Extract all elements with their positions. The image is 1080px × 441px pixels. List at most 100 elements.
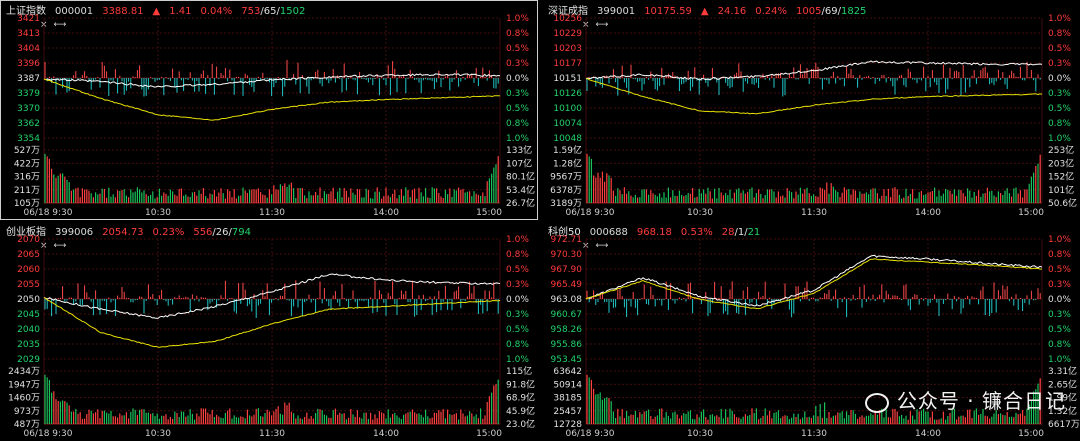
percent-tick-label: 0.0% — [506, 74, 529, 84]
index-price-line — [585, 254, 1043, 307]
up-arrow-icon: ▲ — [152, 6, 161, 17]
percent-tick-label: 0.5% — [506, 265, 529, 275]
price-tick-label: 965.49 — [551, 280, 583, 290]
intraday-chart: 3421 3413 3404 3396 3387 3379 3370 3362 3354 1.0%… — [14, 14, 535, 218]
percent-tick-label: 0.5% — [1048, 325, 1071, 335]
tick-bars — [44, 59, 499, 97]
percent-tick-label: 0.8% — [506, 29, 529, 39]
percent-tick-label: 1.0% — [506, 355, 529, 365]
index-name: 创业板指 — [6, 227, 46, 238]
price-tick-label: 972.71 — [551, 235, 583, 245]
price-tick-label: 3362 — [17, 119, 40, 129]
volume-tick-label: 12728 — [553, 420, 582, 430]
price-tick-label: 10256 — [553, 14, 582, 24]
percent-tick-label: 0.5% — [506, 325, 529, 335]
index-panel-star50[interactable]: 科创50000688968.180.53%28/1/21×⟷972.71970.… — [542, 221, 1080, 441]
price-tick-label: 10074 — [553, 119, 582, 129]
percent-tick-label: 1.0% — [506, 134, 529, 144]
time-tick-label: 10:30 — [687, 208, 713, 218]
volume-tick-label: 6378万 — [550, 186, 582, 196]
percent-tick-label: 0.3% — [1048, 89, 1071, 99]
breadth-separator: / — [260, 6, 264, 17]
up-arrow-icon: ▲ — [700, 6, 709, 17]
index-panel-shanghai[interactable]: 上证指数0000013388.81▲1.410.04%753/65/1502×⟷… — [0, 0, 538, 220]
amount-tick-label: 3.31亿 — [1048, 365, 1077, 377]
price-tick-label: 3413 — [17, 29, 40, 39]
price-tick-label: 960.67 — [551, 310, 583, 320]
expand-icon[interactable]: ⟷ — [595, 20, 609, 30]
percent-tick-label: 0.3% — [1048, 59, 1071, 69]
breadth-up-count: 28 — [721, 227, 735, 238]
expand-icon[interactable]: ⟷ — [53, 20, 67, 30]
amount-tick-label: 45.9亿 — [506, 405, 535, 417]
index-price-line — [43, 73, 501, 88]
percent-tick-label: 0.3% — [506, 280, 529, 290]
market-breadth: 556/26/794 — [193, 227, 251, 238]
price-tick-label: 10048 — [553, 134, 582, 144]
price-tick-label: 10177 — [553, 59, 582, 69]
amount-tick-label: 101亿 — [1048, 184, 1074, 196]
time-tick-label: 11:30 — [801, 429, 827, 439]
time-tick-label: 15:00 — [1018, 429, 1044, 439]
time-tick-label: 06/18 9:30 — [23, 208, 72, 218]
price-tick-label: 10203 — [553, 44, 582, 54]
intraday-chart: 2070 2065 2060 2055 2050 2045 2040 2035 2029 1.0%… — [8, 235, 535, 439]
breadth-separator: / — [212, 227, 216, 238]
time-tick-label: 14:00 — [373, 208, 399, 218]
breadth-separator: / — [837, 6, 841, 17]
index-change-percent: 0.53% — [680, 227, 713, 238]
breadth-flat-count: 26 — [215, 227, 229, 238]
price-tick-label: 3404 — [17, 44, 40, 54]
percent-tick-label: 0.0% — [506, 295, 529, 305]
amount-tick-label: 91.8亿 — [506, 378, 535, 390]
price-tick-label: 10100 — [553, 104, 582, 114]
expand-icon[interactable]: ⟷ — [595, 241, 609, 251]
average-price-line — [43, 297, 501, 348]
volume-tick-label: 422万 — [14, 159, 40, 169]
price-tick-label: 2050 — [17, 295, 40, 305]
time-tick-label: 06/18 9:30 — [565, 208, 614, 218]
percent-tick-label: 1.0% — [1048, 355, 1071, 365]
percent-tick-label: 0.3% — [506, 59, 529, 69]
expand-icon[interactable]: ⟷ — [53, 241, 67, 251]
volume-tick-label: 105万 — [14, 199, 40, 209]
breadth-down-count: 1502 — [279, 6, 306, 17]
breadth-flat-count: 69 — [824, 6, 838, 17]
percent-tick-label: 0.5% — [1048, 104, 1071, 114]
percent-tick-label: 0.5% — [1048, 265, 1071, 275]
time-tick-label: 11:30 — [259, 429, 285, 439]
price-tick-label: 2029 — [17, 355, 40, 365]
percent-tick-label: 0.8% — [506, 250, 529, 260]
amount-tick-label: 6617万 — [1048, 420, 1080, 430]
index-panel-shenzhen[interactable]: 深证成指 399001 10175.59 ▲ 24.16 0.24% 1005/69/182… — [542, 0, 1080, 220]
price-tick-label: 3421 — [17, 14, 40, 24]
amount-tick-label: 115亿 — [506, 365, 532, 377]
index-name: 科创50 — [548, 227, 581, 238]
market-breadth: 753/65/1502 — [241, 6, 305, 17]
price-tick-label: 955.86 — [551, 340, 583, 350]
volume-bars — [586, 374, 1041, 424]
time-tick-label: 15:00 — [476, 208, 502, 218]
price-tick-label: 2055 — [17, 280, 40, 290]
time-tick-label: 15:00 — [1018, 208, 1044, 218]
price-tick-label: 953.45 — [551, 355, 583, 365]
watermark-text: 公众号 · 镰合日记 — [896, 389, 1066, 413]
amount-tick-label: 2.65亿 — [1048, 378, 1077, 390]
index-price: 10175.59 — [644, 6, 692, 17]
market-breadth: 1005/69/1825 — [796, 6, 866, 17]
amount-tick-label: 107亿 — [506, 157, 532, 169]
amount-tick-label: 1.99亿 — [1048, 392, 1077, 404]
chart-grid — [43, 238, 501, 425]
time-tick-label: 11:30 — [259, 208, 285, 218]
breadth-separator: / — [744, 227, 748, 238]
index-panel-chinext[interactable]: 创业板指3990062054.730.23%556/26/794×⟷207020… — [0, 221, 538, 441]
volume-tick-label: 1.59亿 — [553, 144, 582, 156]
price-tick-label: 3379 — [17, 89, 40, 99]
index-price: 2054.73 — [102, 227, 144, 238]
percent-tick-label: 0.5% — [506, 44, 529, 54]
percent-tick-label: 0.3% — [506, 310, 529, 320]
amount-tick-label: 68.9亿 — [506, 392, 535, 404]
amount-tick-label: 133亿 — [506, 144, 532, 156]
volume-tick-label: 211万 — [14, 186, 40, 196]
average-price-line — [43, 78, 501, 121]
